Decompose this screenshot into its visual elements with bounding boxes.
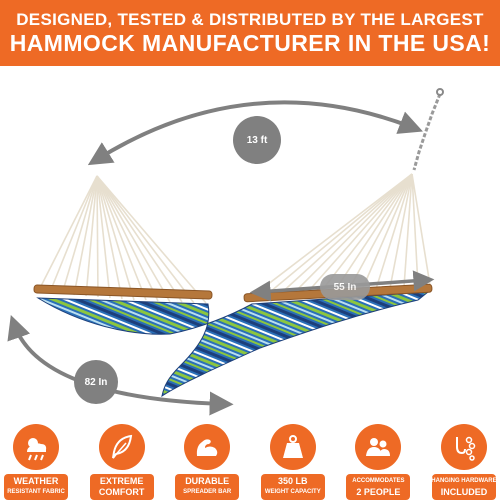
feature-capacity-sub: WEIGHT CAPACITY <box>264 489 321 495</box>
feature-durable-sub: SPREADER BAR <box>183 489 232 495</box>
feature-comfort-label: EXTREME COMFORT <box>89 474 154 500</box>
hammock-product-image: 13 ft 55 In 82 In <box>0 66 500 418</box>
feature-durable-label: DURABLE SPREADER BAR <box>175 474 240 500</box>
feature-durable-title: DURABLE <box>185 476 230 486</box>
bed-length-badge: 82 In <box>74 360 118 404</box>
length-arc <box>87 100 423 166</box>
left-cords <box>37 175 207 304</box>
feature-strip: WEATHER RESISTANT FABRIC EXTREME COMFORT… <box>0 420 500 500</box>
weather-icon <box>13 424 59 470</box>
chain-icon <box>412 88 444 171</box>
weight-icon <box>269 424 316 470</box>
feature-weather: WEATHER RESISTANT FABRIC <box>4 420 68 500</box>
hammock-illustration <box>7 88 444 416</box>
spreader-badge: 55 In <box>320 274 370 300</box>
feature-capacity: 350 LB WEIGHT CAPACITY <box>260 420 325 500</box>
feature-capacity-label: 350 LB WEIGHT CAPACITY <box>260 474 325 500</box>
feature-hardware-label: HANGING HARDWARE INCLUDED <box>431 474 497 500</box>
headline-line-1: DESIGNED, TESTED & DISTRIBUTED BY THE LA… <box>16 10 484 29</box>
muscle-arm-icon <box>184 424 231 470</box>
feature-comfort-title: EXTREME <box>99 476 144 486</box>
headline-banner: DESIGNED, TESTED & DISTRIBUTED BY THE LA… <box>0 0 500 66</box>
people-icon <box>355 424 402 470</box>
feature-people-title: ACCOMMODATES <box>352 478 405 484</box>
feature-hardware-sub: INCLUDED <box>440 487 488 497</box>
headline-line-2: HAMMOCK MANUFACTURER IN THE USA! <box>9 30 491 56</box>
length-badge: 13 ft <box>233 116 281 164</box>
feature-comfort-sub: COMFORT <box>98 487 145 497</box>
feature-weather-title: WEATHER <box>13 476 59 486</box>
feature-durable: DURABLE SPREADER BAR <box>175 420 240 500</box>
feature-hardware-title: HANGING HARDWARE <box>431 478 497 484</box>
feather-icon <box>98 424 145 470</box>
feature-capacity-title: 350 LB <box>278 476 308 486</box>
feature-weather-sub: RESISTANT FABRIC <box>7 489 65 495</box>
feature-hardware: HANGING HARDWARE INCLUDED <box>431 420 497 500</box>
hooks-icon <box>440 424 487 470</box>
feature-weather-label: WEATHER RESISTANT FABRIC <box>4 474 68 500</box>
feature-comfort: EXTREME COMFORT <box>89 420 154 500</box>
feature-people-label: ACCOMMODATES 2 PEOPLE <box>346 474 411 500</box>
feature-people: ACCOMMODATES 2 PEOPLE <box>346 420 411 500</box>
feature-people-sub: 2 PEOPLE <box>356 487 401 497</box>
